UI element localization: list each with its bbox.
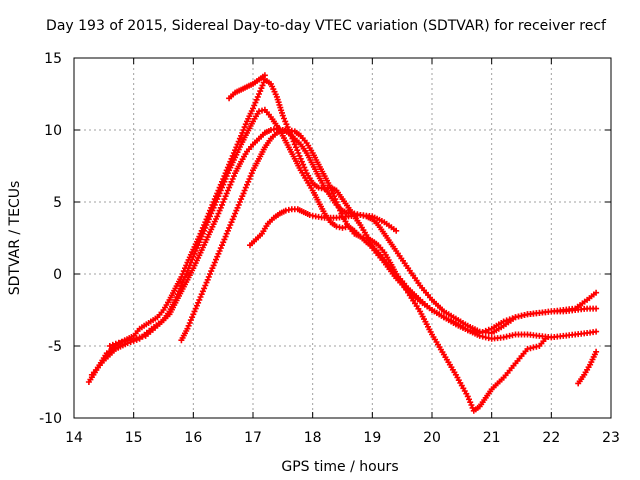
x-tick-label: 21	[483, 430, 501, 446]
data-layer	[85, 72, 600, 414]
series-track-b	[88, 106, 600, 378]
series-track-c	[106, 125, 600, 349]
y-tick-label: -5	[48, 339, 62, 355]
x-tick-label: 23	[602, 430, 620, 446]
series-points	[575, 348, 600, 387]
y-tick-label: 10	[44, 123, 62, 139]
x-tick-label: 17	[244, 430, 262, 446]
series-track-g	[575, 348, 600, 387]
grid-layer	[74, 58, 611, 418]
x-axis-label: GPS time / hours	[281, 459, 398, 475]
series-points	[106, 125, 600, 349]
y-tick-label: -10	[39, 411, 62, 427]
chart-title: Day 193 of 2015, Sidereal Day-to-day VTE…	[46, 18, 607, 34]
series-points	[226, 72, 268, 102]
series-points	[88, 106, 600, 378]
series-track-f	[226, 72, 268, 102]
plot-frame	[73, 57, 612, 419]
y-tick-label: 15	[44, 51, 62, 67]
y-tick-label: 0	[53, 267, 62, 283]
series-points	[247, 206, 400, 249]
series-points	[178, 127, 549, 414]
x-tick-label: 19	[363, 430, 381, 446]
series-track-d	[178, 127, 549, 414]
x-tick-label: 16	[184, 430, 202, 446]
tick-layer: 14 15 16 17 18 19 20 21 22 23 -10 -5 0 5 10 15	[39, 51, 620, 446]
x-tick-label: 20	[423, 430, 441, 446]
series-track-e	[247, 206, 400, 249]
y-axis-label: SDTVAR / TECUs	[7, 181, 23, 296]
y-tick-label: 5	[53, 195, 62, 211]
x-tick-label: 15	[125, 430, 143, 446]
x-tick-label: 14	[65, 430, 83, 446]
x-tick-label: 22	[542, 430, 560, 446]
x-tick-label: 18	[304, 430, 322, 446]
series-line	[108, 127, 598, 347]
